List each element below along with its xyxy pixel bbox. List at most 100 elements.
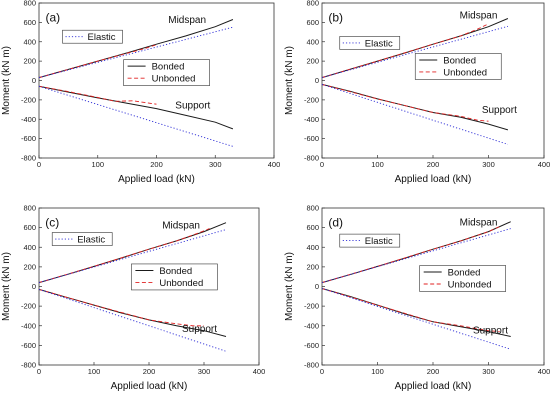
x-tick-label: 200	[427, 160, 440, 169]
y-tick-label: -400	[21, 115, 36, 124]
y-tick-label: -200	[304, 302, 319, 311]
legend-bonded-box	[131, 263, 218, 291]
x-tick-label: 400	[538, 367, 550, 376]
y-tick-label: 0	[32, 282, 36, 291]
y-tick-label: -600	[21, 341, 36, 350]
y-tick-label: 200	[306, 57, 319, 66]
series-unbonded-midspan	[321, 23, 489, 79]
legend-elastic-box	[62, 29, 123, 44]
series-unbonded-midspan	[38, 44, 157, 79]
series-bonded-support	[38, 85, 234, 130]
y-tick-label: 600	[306, 223, 319, 232]
chart-panel-3: 0 100 200 300 400 -800 -600 -400 -200 0 200 400 600 8…	[1, 204, 265, 393]
x-tick-label: 0	[320, 367, 324, 376]
y-tick-label: -600	[304, 134, 319, 143]
legend-bonded-box	[414, 53, 502, 80]
x-tick-label: 300	[209, 160, 222, 169]
support-label: Support	[482, 105, 517, 116]
series-unbonded-support	[321, 288, 500, 333]
chart-panel-2: 0 100 200 300 400 -800 -600 -400 -200 0 200 400 600 8…	[284, 0, 550, 185]
x-axis-title: Applied load (kN)	[395, 381, 472, 392]
x-tick-label: 200	[427, 367, 440, 376]
x-axis-title: Applied load (kN)	[118, 174, 195, 185]
y-tick-label: 400	[23, 243, 36, 252]
legend-bonded-label: Bonded	[152, 62, 185, 73]
midspan-label: Midspan	[162, 220, 200, 231]
x-tick-label: 400	[268, 160, 281, 169]
x-tick-label: 400	[253, 367, 266, 376]
x-tick-label: 0	[37, 160, 41, 169]
legend-elastic-box	[339, 36, 401, 50]
y-tick-label: -800	[304, 361, 319, 370]
x-tick-label: 100	[371, 367, 384, 376]
series-elastic-support	[321, 288, 511, 350]
support-label: Support	[473, 326, 508, 337]
y-tick-label: 600	[23, 18, 36, 27]
x-tick-label: 0	[320, 160, 324, 169]
y-axis-title: Moment (kN m)	[1, 46, 12, 115]
panel-label: (a)	[46, 11, 61, 25]
y-tick-label: -800	[21, 361, 36, 370]
series-unbonded-support	[38, 85, 157, 105]
midspan-label: Midspan	[460, 11, 498, 22]
y-axis-title: Moment (kN m)	[284, 252, 295, 321]
x-tick-label: 300	[198, 367, 211, 376]
legend-elastic-box	[339, 233, 401, 248]
x-tick-label: 400	[538, 160, 550, 169]
series-elastic-midspan	[38, 229, 227, 284]
y-axis-title: Moment (kN m)	[1, 252, 12, 321]
series-elastic-support	[38, 85, 234, 147]
y-axis-title: Moment (kN m)	[284, 46, 295, 115]
legend-bonded-box	[419, 265, 506, 292]
x-tick-label: 200	[143, 367, 156, 376]
x-tick-label: 0	[37, 367, 41, 376]
y-tick-label: -400	[21, 321, 36, 330]
chart-panel-4: 0 100 200 300 400 -800 -600 -400 -200 0 200 400 600 8…	[284, 204, 550, 393]
series-elastic-support	[38, 288, 227, 352]
x-axis-title: Applied load (kN)	[111, 381, 188, 392]
y-tick-label: -600	[21, 134, 36, 143]
x-tick-label: 100	[91, 160, 104, 169]
panel-label: (c)	[45, 216, 59, 230]
x-tick-label: 300	[482, 367, 495, 376]
y-tick-label: 0	[315, 282, 319, 291]
legend-elastic-label: Elastic	[77, 235, 105, 246]
y-tick-label: -400	[304, 321, 319, 330]
y-tick-label: 0	[315, 76, 319, 85]
y-tick-label: 0	[32, 76, 36, 85]
midspan-label: Midspan	[460, 217, 498, 228]
y-tick-label: 600	[23, 223, 36, 232]
legend-elastic-label: Elastic	[365, 236, 393, 247]
support-label: Support	[182, 324, 217, 335]
legend-elastic-label: Elastic	[88, 32, 116, 43]
legend-bonded-label: Bonded	[443, 55, 476, 66]
x-tick-label: 200	[150, 160, 163, 169]
y-tick-label: -800	[304, 154, 319, 163]
y-tick-label: 200	[23, 262, 36, 271]
legend-bonded-label: Bonded	[159, 266, 192, 277]
y-tick-label: -200	[21, 302, 36, 311]
legend-unbonded-label: Unbonded	[152, 74, 196, 85]
legend-bonded-box	[123, 59, 210, 86]
legend-elastic-label: Elastic	[365, 38, 393, 49]
panel-label: (b)	[328, 11, 343, 25]
y-tick-label: -800	[21, 154, 36, 163]
midspan-label: Midspan	[168, 15, 206, 26]
legend-unbonded-label: Unbonded	[443, 67, 487, 78]
x-tick-label: 300	[482, 160, 495, 169]
y-tick-label: 200	[306, 262, 319, 271]
legend-elastic-box	[51, 232, 113, 246]
y-tick-label: 600	[306, 18, 319, 27]
legend-unbonded-label: Unbonded	[159, 278, 203, 289]
series-elastic-midspan	[321, 228, 511, 284]
y-tick-label: -200	[304, 95, 319, 104]
series-elastic-midspan	[38, 26, 234, 79]
panel-label: (d)	[328, 216, 343, 230]
series-unbonded-support	[38, 288, 204, 327]
y-tick-label: 400	[306, 37, 319, 46]
x-tick-label: 100	[88, 367, 101, 376]
y-tick-label: 800	[306, 0, 319, 8]
y-tick-label: 800	[23, 0, 36, 8]
support-label: Support	[175, 100, 210, 111]
series-elastic-midspan	[321, 25, 509, 79]
